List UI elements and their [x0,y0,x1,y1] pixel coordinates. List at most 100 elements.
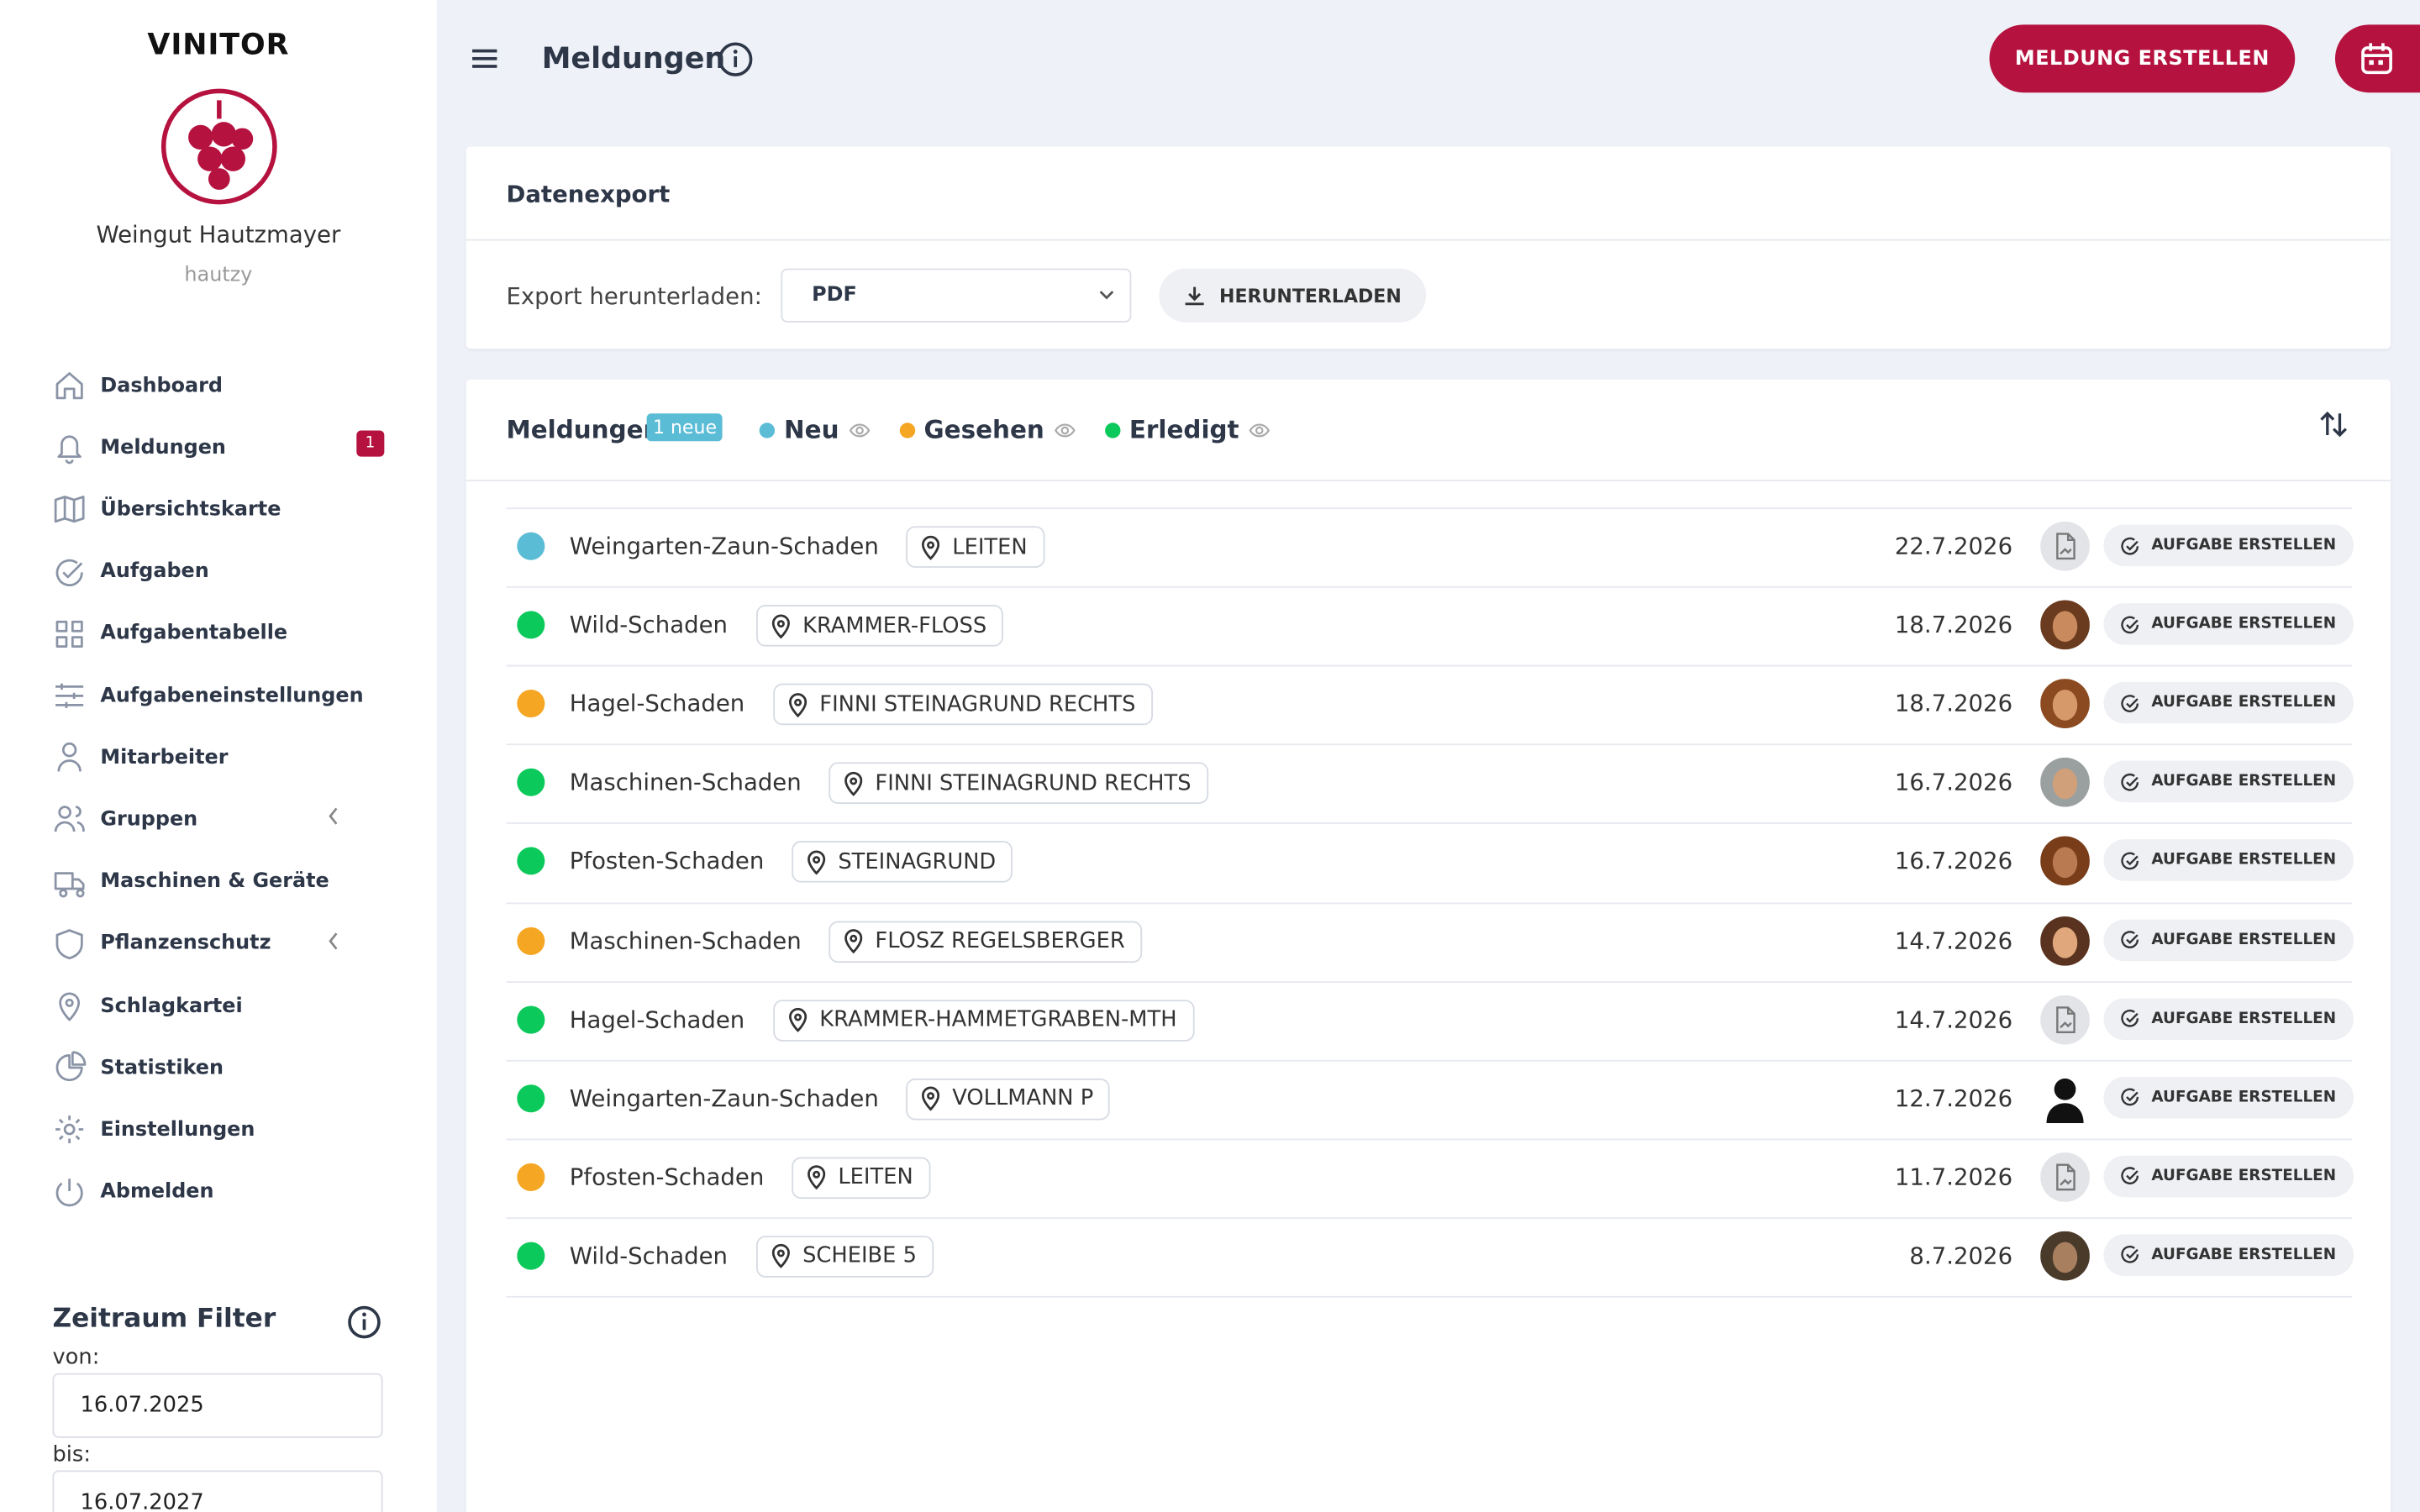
create-task-button[interactable]: AUFGABE ERSTELLEN [2103,1155,2354,1197]
nav-item[interactable]: Dashboard [52,363,384,409]
info-icon[interactable] [718,42,753,77]
row-divider [506,664,2353,667]
new-badge: 1 neue [646,413,723,442]
check-path [2121,1088,2139,1106]
nav-icon [54,806,85,833]
location-label: LEITEN [952,534,1028,559]
sort-icon[interactable] [2318,409,2349,440]
calendar-button[interactable] [2334,24,2420,93]
nav-icon [57,435,82,465]
create-task-label: AUFGABE ERSTELLEN [2151,1089,2337,1106]
avatar [2046,1078,2084,1123]
pin-path [844,929,863,954]
calendar-icon [2361,43,2392,75]
create-task-button[interactable]: AUFGABE ERSTELLEN [2103,1234,2354,1276]
report-name: Pfosten-Schaden [569,1163,765,1191]
nav-item[interactable]: Mitarbeiter [52,735,384,781]
avatar-bg [2040,1152,2090,1202]
create-task-button[interactable]: AUFGABE ERSTELLEN [2103,603,2354,645]
chevron [1099,291,1114,300]
avatar [2040,994,2090,1044]
create-task-button[interactable]: AUFGABE ERSTELLEN [2103,524,2354,567]
pin-icon [789,692,808,717]
menu-icon[interactable] [472,46,500,71]
status-legend: Neu Gesehen Erledigt [759,415,1270,444]
create-task-button[interactable]: AUFGABE ERSTELLEN [2103,1076,2354,1119]
create-task-label: AUFGABE ERSTELLEN [2151,773,2337,790]
info-icon[interactable] [347,1305,381,1339]
icon-path [55,559,83,586]
eye-icon[interactable] [1054,422,1076,437]
create-task-button[interactable]: AUFGABE ERSTELLEN [2103,682,2354,724]
icon-path [54,806,85,833]
nav-item[interactable]: Aufgaben [52,549,384,595]
download-button[interactable]: HERUNTERLADEN [1159,268,1427,323]
logo [160,88,277,205]
nav-item[interactable]: Pflanzenschutz [52,921,384,967]
avatar [2040,1152,2090,1202]
to-input[interactable]: 16.07.2027 [52,1470,383,1512]
row-divider [506,1216,2353,1219]
report-name: Maschinen-Schaden [569,769,802,797]
report-date: 11.7.2026 [1894,1163,2013,1191]
icon-path [55,1178,83,1206]
divider [466,239,2391,241]
eye-path [849,423,870,437]
eye-icon[interactable] [1249,422,1270,437]
pin-path [844,771,863,796]
create-task-button[interactable]: AUFGABE ERSTELLEN [2103,918,2354,961]
doc-icon [2056,1005,2075,1033]
location-label: KRAMMER-FLOSS [802,613,987,638]
report-name: Wild-Schaden [569,611,729,639]
nav-item[interactable]: Schlagkartei [52,983,384,1029]
company-name: Weingut Hautzmayer [96,220,341,249]
nav-item[interactable]: Abmelden [52,1168,384,1215]
eye-path [1249,423,1270,437]
pin-path [771,613,790,638]
report-date: 18.7.2026 [1894,690,2013,718]
report-name: Weingarten-Zaun-Schaden [569,1084,879,1112]
nav-item[interactable]: Aufgabentabelle [52,611,384,657]
pin-icon [808,850,826,875]
icon-path [55,928,83,959]
nav-label: Maschinen & Geräte [100,870,329,894]
eye-icon[interactable] [849,422,871,437]
check-icon [2121,1246,2139,1264]
photo-face [2052,1242,2078,1273]
location-tag: FLOSZ REGELSBERGER [829,920,1142,963]
format-value: PDF [812,283,857,307]
report-name: Maschinen-Schaden [569,926,802,955]
from-input[interactable]: 16.07.2025 [52,1373,383,1438]
create-task-label: AUFGABE ERSTELLEN [2151,537,2337,554]
avatar [2040,679,2090,729]
status-dot [899,422,915,438]
location-tag: STEINAGRUND [792,841,1013,884]
nav-item[interactable]: Meldungen 1 [52,424,385,470]
create-task-button[interactable]: AUFGABE ERSTELLEN [2103,997,2354,1040]
format-select[interactable]: PDF [781,268,1132,323]
nav-icon [54,871,85,897]
nav-item[interactable]: Maschinen & Geräte [52,858,384,905]
create-task-button[interactable]: AUFGABE ERSTELLEN [2103,761,2354,803]
reports-title: Meldungen [506,415,661,444]
status-label: Gesehen [923,415,1044,444]
nav-item[interactable]: Einstellungen [52,1107,384,1153]
report-date: 16.7.2026 [1894,848,2013,876]
check-path [2121,931,2139,948]
pin-icon [789,1008,808,1032]
icon-path [57,743,82,772]
nav-item[interactable]: Gruppen [52,796,384,843]
nav-item[interactable]: Übersichtskarte [52,486,384,533]
username: hautzy [184,264,253,287]
status-dot [517,848,545,876]
nav-icon [55,620,83,648]
to-value: 16.07.2027 [80,1490,204,1512]
create-button[interactable]: MELDUNG ERSTELLEN [1989,24,2296,93]
check-icon [2121,852,2139,870]
location-label: KRAMMER-HAMMETGRABEN-MTH [819,1007,1177,1032]
photo-face [2052,926,2078,958]
eye-path [1054,423,1075,437]
nav-item[interactable]: Statistiken [52,1045,384,1091]
nav-item[interactable]: Aufgabeneinstellungen [52,673,384,719]
create-task-button[interactable]: AUFGABE ERSTELLEN [2103,839,2354,882]
